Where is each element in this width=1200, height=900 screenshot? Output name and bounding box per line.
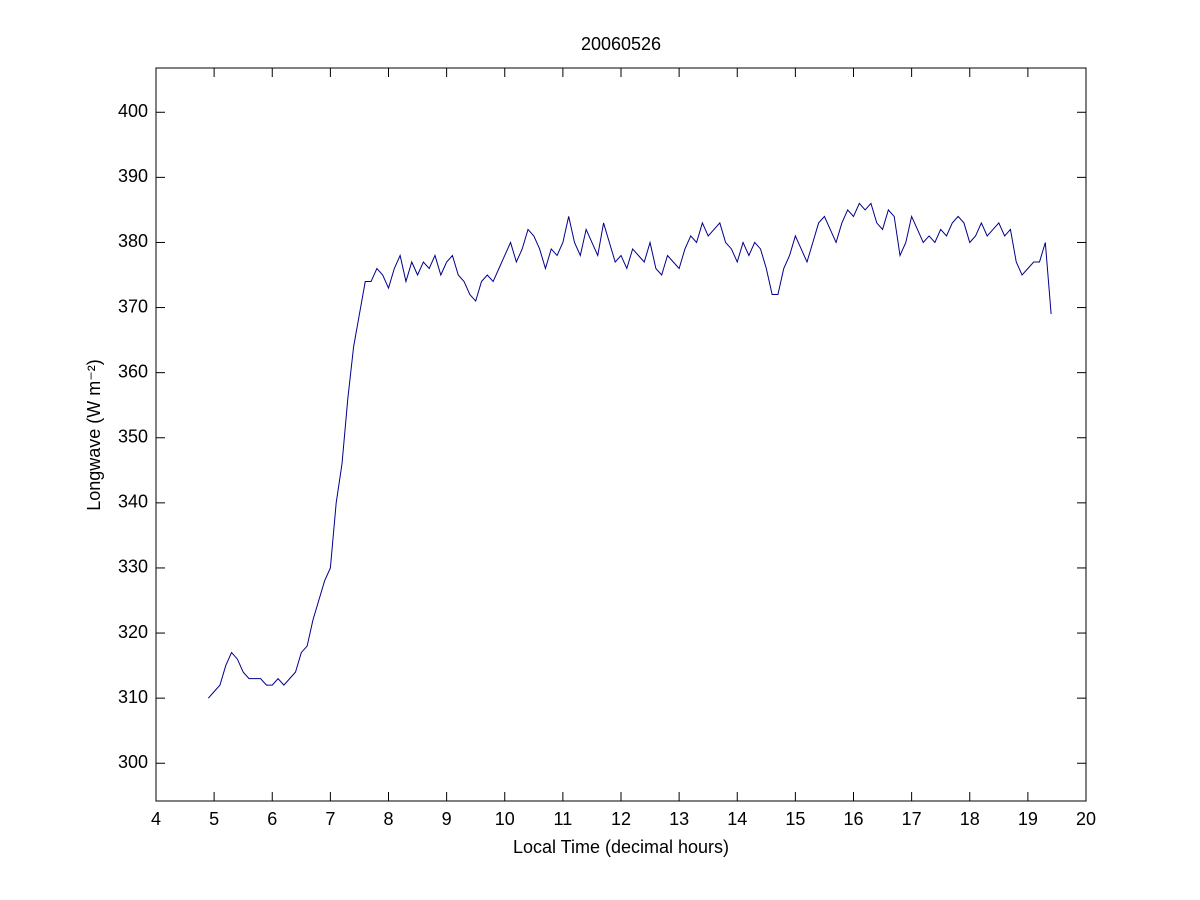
y-tick-label: 320: [118, 622, 148, 642]
x-tick-label: 18: [960, 809, 980, 829]
y-tick-label: 360: [118, 361, 148, 381]
x-tick-label: 20: [1076, 809, 1096, 829]
x-tick-label: 10: [495, 809, 515, 829]
x-tick-label: 14: [727, 809, 747, 829]
x-tick-label: 5: [209, 809, 219, 829]
chart-title: 20060526: [581, 34, 661, 54]
data-line: [207, 202, 1052, 699]
x-tick-label: 15: [785, 809, 805, 829]
x-tick-label: 9: [442, 809, 452, 829]
y-tick-label: 370: [118, 296, 148, 316]
y-tick-label: 330: [118, 557, 148, 577]
x-axis-label: Local Time (decimal hours): [513, 837, 729, 857]
x-tick-label: 12: [611, 809, 631, 829]
x-tick-label: 19: [1018, 809, 1038, 829]
x-tick-label: 4: [151, 809, 161, 829]
y-tick-label: 400: [118, 101, 148, 121]
y-tick-label: 380: [118, 231, 148, 251]
y-tick-label: 390: [118, 166, 148, 186]
x-tick-label: 11: [554, 809, 573, 829]
x-tick-label: 17: [902, 809, 922, 829]
y-tick-label: 300: [118, 752, 148, 772]
y-axis-label: Longwave (W m⁻²): [84, 359, 104, 511]
x-tick-label: 6: [267, 809, 277, 829]
y-tick-label: 310: [118, 687, 148, 707]
x-tick-label: 13: [669, 809, 689, 829]
x-tick-label: 7: [325, 809, 335, 829]
y-tick-label: 350: [118, 427, 148, 447]
y-tick-label: 340: [118, 492, 148, 512]
plot-frame: [155, 67, 1087, 802]
x-tick-label: 8: [383, 809, 393, 829]
x-tick-label: 16: [843, 809, 863, 829]
